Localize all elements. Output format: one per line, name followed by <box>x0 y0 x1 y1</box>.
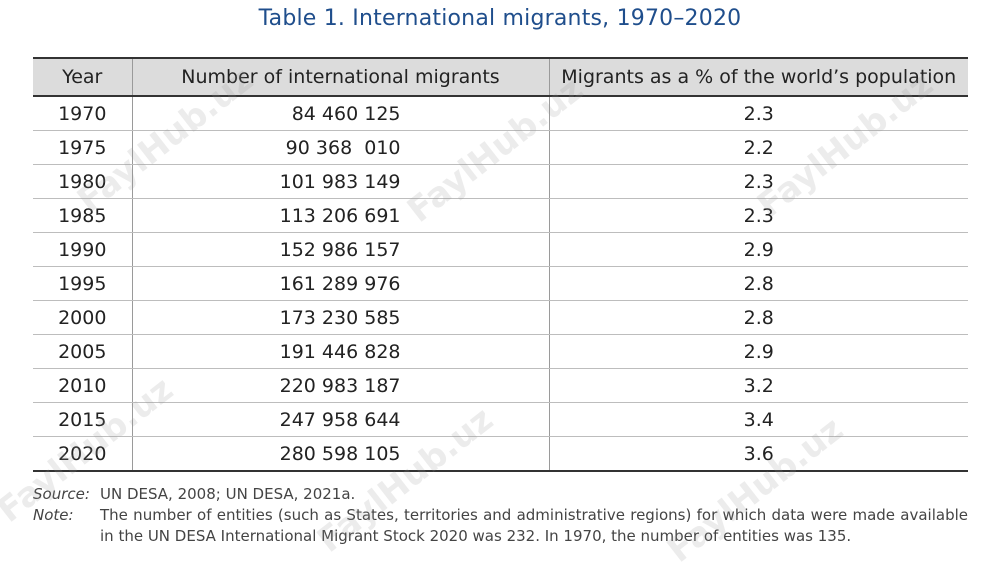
note-label: Note: <box>33 506 74 524</box>
migrants-table: Year Number of international migrants Mi… <box>33 57 968 472</box>
cell-percent: 2.3 <box>548 96 968 131</box>
cell-percent: 2.8 <box>548 300 968 335</box>
cell-percent: 3.6 <box>548 436 968 472</box>
cell-percent: 3.2 <box>548 368 968 403</box>
table-notes: Source: UN DESA, 2008; UN DESA, 2021a. N… <box>33 484 968 547</box>
table-row: 1980 101 983 149 2.3 <box>33 164 968 199</box>
cell-migrants: 152 986 157 <box>131 232 549 267</box>
cell-migrants: 220 983 187 <box>131 368 549 403</box>
header-percent: Migrants as a % of the world’s populatio… <box>548 57 968 97</box>
cell-migrants: 90 368 010 <box>131 130 549 165</box>
note-text: The number of entities (such as States, … <box>100 506 968 545</box>
cell-year: 2000 <box>33 300 132 335</box>
cell-migrants: 113 206 691 <box>131 198 549 233</box>
cell-percent: 2.8 <box>548 266 968 301</box>
cell-migrants: 247 958 644 <box>131 402 549 437</box>
source-row: Source: UN DESA, 2008; UN DESA, 2021a. <box>33 484 968 505</box>
table-row: 2005 191 446 828 2.9 <box>33 334 968 369</box>
cell-migrants: 280 598 105 <box>131 436 549 472</box>
cell-year: 1975 <box>33 130 132 165</box>
cell-year: 2020 <box>33 436 132 472</box>
table-row: 1970 84 460 125 2.3 <box>33 96 968 131</box>
source-label: Source: <box>33 485 90 503</box>
cell-percent: 2.2 <box>548 130 968 165</box>
cell-year: 2010 <box>33 368 132 403</box>
cell-percent: 2.3 <box>548 198 968 233</box>
cell-percent: 2.9 <box>548 334 968 369</box>
cell-year: 2005 <box>33 334 132 369</box>
table-row: 2020 280 598 105 3.6 <box>33 436 968 472</box>
cell-percent: 3.4 <box>548 402 968 437</box>
header-migrants: Number of international migrants <box>131 57 549 97</box>
cell-migrants: 191 446 828 <box>131 334 549 369</box>
table-body: 1970 84 460 125 2.3 1975 90 368 010 2.2 1980 10… <box>33 96 968 472</box>
cell-year: 2015 <box>33 402 132 437</box>
table-row: 1995 161 289 976 2.8 <box>33 266 968 301</box>
note-row: Note: The number of entities (such as St… <box>33 505 968 547</box>
cell-year: 1970 <box>33 96 132 131</box>
table-row: 2015 247 958 644 3.4 <box>33 402 968 437</box>
table-row: 1985 113 206 691 2.3 <box>33 198 968 233</box>
cell-year: 1995 <box>33 266 132 301</box>
table-row: 1990 152 986 157 2.9 <box>33 232 968 267</box>
cell-migrants: 173 230 585 <box>131 300 549 335</box>
source-text: UN DESA, 2008; UN DESA, 2021a. <box>100 485 356 503</box>
table-row: 1975 90 368 010 2.2 <box>33 130 968 165</box>
table-title: Table 1. International migrants, 1970–20… <box>258 6 742 31</box>
cell-percent: 2.9 <box>548 232 968 267</box>
header-year: Year <box>33 57 132 97</box>
header-row: Year Number of international migrants Mi… <box>33 57 968 97</box>
cell-year: 1985 <box>33 198 132 233</box>
table-row: 2010 220 983 187 3.2 <box>33 368 968 403</box>
cell-migrants: 161 289 976 <box>131 266 549 301</box>
cell-percent: 2.3 <box>548 164 968 199</box>
table-row: 2000 173 230 585 2.8 <box>33 300 968 335</box>
cell-year: 1980 <box>33 164 132 199</box>
cell-year: 1990 <box>33 232 132 267</box>
cell-migrants: 84 460 125 <box>131 96 549 131</box>
cell-migrants: 101 983 149 <box>131 164 549 199</box>
